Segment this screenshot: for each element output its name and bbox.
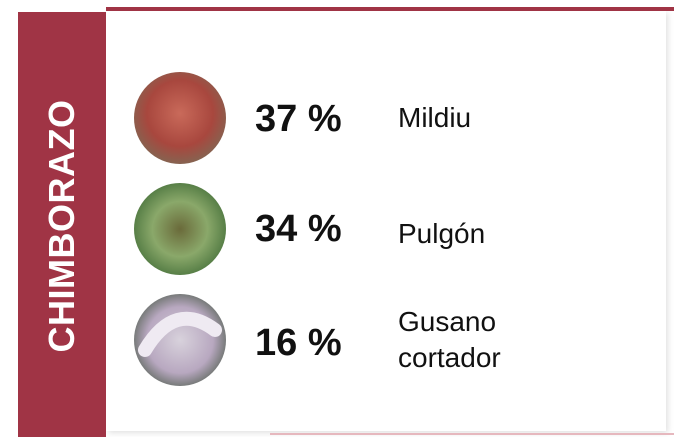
pest-name: Gusano cortador [398,306,501,373]
pest-name: Mildiu [398,102,472,133]
side-banner [18,12,106,437]
percent: 16 % [255,322,342,364]
percent: 34 % [255,208,342,250]
pest-name: Pulgón [398,218,486,249]
photo-detail [138,311,222,357]
top-rule [106,7,674,11]
percent: 37 % [255,98,342,140]
photo-pulgon [134,183,226,275]
bottom-rule [270,433,674,435]
photo-mildiu [134,72,226,164]
